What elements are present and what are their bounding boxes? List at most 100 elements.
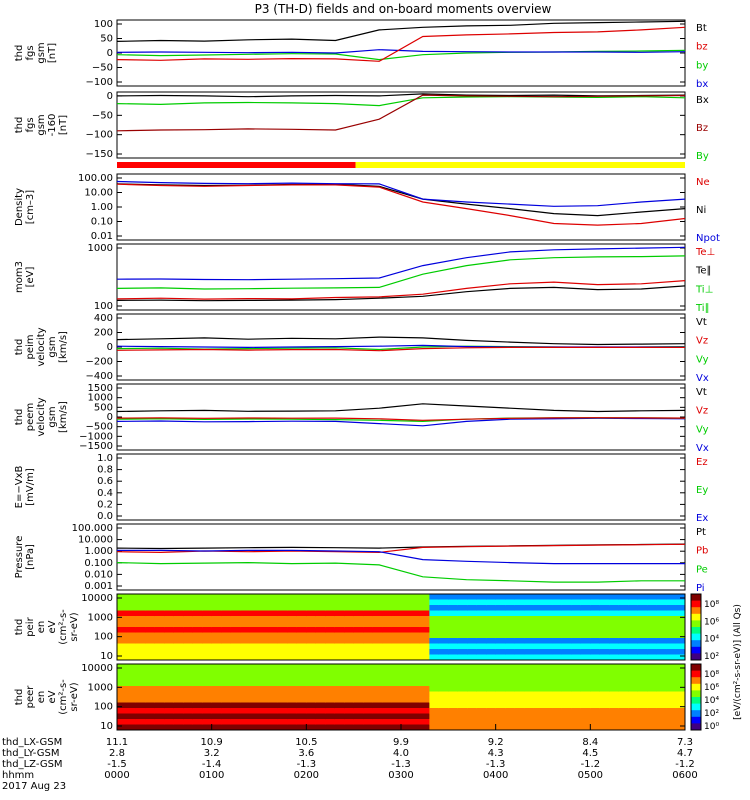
- spectrogram-cell: [382, 702, 393, 709]
- spectrogram-cell: [287, 669, 298, 676]
- spectrogram-cell: [524, 686, 535, 692]
- spectrogram-cell: [495, 719, 506, 725]
- spectrogram-cell: [372, 713, 383, 720]
- spectrogram-cell: [117, 713, 127, 720]
- spectrogram-cell: [240, 610, 251, 617]
- spectrogram-cell: [448, 610, 459, 617]
- spectrogram-cell: [580, 632, 591, 639]
- spectrogram-cell: [192, 594, 203, 600]
- y-axis-label: thd: [14, 689, 25, 706]
- y-axis-label: velocity: [36, 327, 47, 366]
- spectrogram-cell: [561, 664, 572, 670]
- spectrogram-cell: [666, 616, 677, 622]
- spectrogram-cell: [268, 638, 279, 644]
- legend-entry: Pe: [696, 564, 708, 575]
- spectrogram-cell: [656, 702, 667, 709]
- spectrogram-cell: [230, 697, 241, 703]
- spectrogram-cell: [325, 702, 336, 709]
- spectrogram-cell: [164, 664, 175, 670]
- x-row-value: 3.2: [204, 748, 220, 759]
- spectrogram-cell: [514, 605, 525, 611]
- spectrogram-cell: [391, 649, 402, 655]
- spectrogram-cell: [571, 708, 582, 714]
- legend-entry: Ne: [696, 177, 710, 188]
- spectrogram-cell: [571, 621, 582, 628]
- spectrogram-cell: [382, 686, 393, 692]
- spectrogram-cell: [486, 610, 497, 617]
- spectrogram-cell: [202, 664, 213, 670]
- spectrogram-cell: [192, 627, 203, 633]
- spectrogram-cell: [249, 627, 260, 633]
- spectrogram-cell: [457, 638, 468, 644]
- spectrogram-cell: [637, 605, 648, 611]
- spectrogram-cell: [561, 649, 572, 655]
- spectrogram-cell: [637, 675, 648, 681]
- spectrogram-cell: [533, 599, 544, 606]
- spectrogram-cell: [249, 708, 260, 714]
- spectrogram-cell: [419, 713, 430, 720]
- spectrogram-cell: [429, 702, 440, 709]
- spectrogram-cell: [268, 643, 279, 650]
- spectrogram-cell: [173, 675, 184, 681]
- spectrogram-cell: [429, 664, 440, 670]
- spectrogram-cell: [259, 621, 269, 628]
- spectrogram-cell: [486, 697, 497, 703]
- spectrogram-cell: [117, 627, 127, 633]
- spectrogram-cell: [173, 599, 184, 606]
- spectrogram-cell: [467, 649, 478, 655]
- spectrogram-cell: [628, 621, 639, 628]
- spectrogram-cell: [618, 643, 629, 650]
- spectrogram-cell: [543, 719, 553, 725]
- spectrogram-cell: [221, 616, 232, 622]
- legend-entry: Te∥: [695, 266, 712, 277]
- spectrogram-cell: [334, 669, 345, 676]
- spectrogram-cell: [505, 616, 516, 622]
- spectrogram-cell: [429, 594, 440, 600]
- panel-frame: [116, 453, 686, 521]
- spectrogram-cell: [391, 654, 402, 661]
- spectrogram-cell: [401, 616, 411, 622]
- spectrogram-cell: [183, 616, 194, 622]
- spectrogram-cell: [391, 599, 402, 606]
- spectrogram-cell: [410, 664, 421, 670]
- y-axis-label: en: [36, 691, 47, 704]
- spectrogram-cell: [599, 638, 610, 644]
- spectrogram-cell: [419, 675, 430, 681]
- spectrogram-cell: [656, 594, 667, 600]
- spectrogram-cell: [192, 621, 203, 628]
- spectrogram-cell: [306, 594, 317, 600]
- spectrogram-cell: [467, 713, 478, 720]
- spectrogram-cell: [382, 594, 393, 600]
- spectrogram-cell: [486, 594, 497, 600]
- spectrogram-cell: [296, 654, 307, 661]
- colorbar-swatch: [691, 653, 701, 661]
- spectrogram-cell: [467, 616, 478, 622]
- spectrogram-cell: [268, 691, 279, 698]
- spectrogram-cell: [514, 643, 525, 650]
- spectrogram-cell: [126, 649, 137, 655]
- spectrogram-cell: [353, 669, 364, 676]
- spectrogram-cell: [164, 713, 175, 720]
- spectrogram-cell: [202, 713, 213, 720]
- spectrogram-cell: [296, 719, 307, 725]
- spectrogram-cell: [505, 713, 516, 720]
- spectrogram-cell: [391, 638, 402, 644]
- spectrogram-cell: [372, 702, 383, 709]
- spectrogram-cell: [192, 664, 203, 670]
- spectrogram-cell: [524, 594, 535, 600]
- spectrogram-cell: [221, 719, 232, 725]
- spectrogram-cell: [211, 643, 222, 650]
- spectrogram-cell: [382, 643, 393, 650]
- spectrogram-cell: [656, 654, 667, 661]
- spectrogram-cell: [571, 599, 582, 606]
- spectrogram-cell: [609, 610, 620, 617]
- colorbar-tick-label: 10⁰: [704, 722, 719, 732]
- spectrogram-cell: [315, 691, 326, 698]
- y-tick-label: 100: [94, 301, 113, 312]
- spectrogram-cell: [580, 643, 591, 650]
- spectrogram-cell: [325, 616, 336, 622]
- spectrogram-cell: [353, 621, 364, 628]
- spectrogram-cell: [486, 680, 497, 687]
- spectrogram-cell: [173, 616, 184, 622]
